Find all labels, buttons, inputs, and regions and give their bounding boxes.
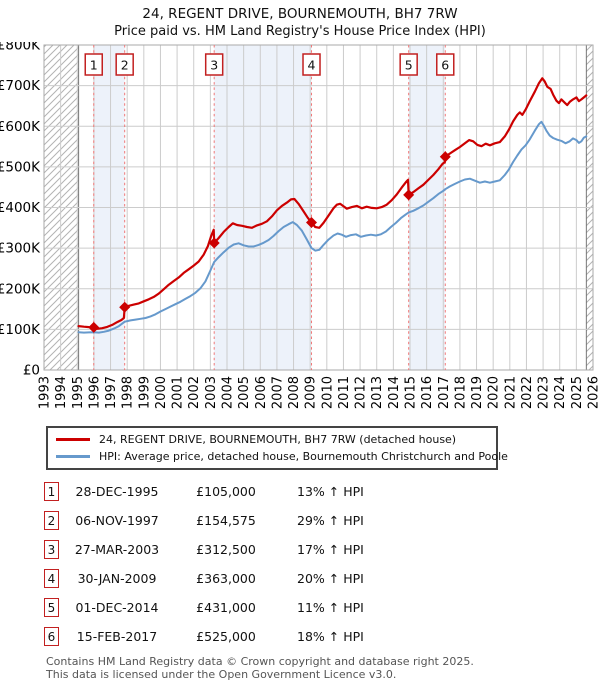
y-axis-tick-label: £600K <box>0 119 41 135</box>
sale-date: 15-FEB-2017 <box>61 629 173 644</box>
sale-hpi-comparison: 13% ↑ HPI <box>279 484 479 499</box>
y-axis-tick-label: £500K <box>0 159 41 175</box>
sale-price: £105,000 <box>173 484 279 499</box>
sale-price: £525,000 <box>173 629 279 644</box>
x-axis-tick-label: 2015 <box>404 376 419 409</box>
sale-number-badge: 3 <box>44 540 59 559</box>
x-axis-tick-label: 2010 <box>320 376 335 409</box>
sale-hpi-comparison: 20% ↑ HPI <box>279 571 479 586</box>
x-axis-tick-label: 2008 <box>287 376 302 409</box>
sale-number-badge: 5 <box>44 598 59 617</box>
x-axis-tick-label: 2022 <box>520 376 535 409</box>
chart-legend: 24, REGENT DRIVE, BOURNEMOUTH, BH7 7RW (… <box>46 426 498 470</box>
x-axis-tick-label: 2016 <box>420 376 435 409</box>
price-line-swatch <box>56 438 90 441</box>
sale-number-label: 5 <box>405 58 413 73</box>
x-axis-tick-label: 2023 <box>537 376 552 409</box>
sale-price: £154,575 <box>173 513 279 528</box>
license-footer: Contains HM Land Registry data © Crown c… <box>46 655 600 681</box>
sale-number-badge: 6 <box>44 627 59 646</box>
x-axis-tick-label: 2020 <box>487 376 502 409</box>
sale-number-label: 3 <box>210 58 218 73</box>
x-axis-tick-label: 2019 <box>470 376 485 409</box>
sale-date: 06-NOV-1997 <box>61 513 173 528</box>
x-axis-tick-label: 1993 <box>38 376 53 409</box>
sale-hpi-comparison: 29% ↑ HPI <box>279 513 479 528</box>
sales-table: 1 28-DEC-1995 £105,000 13% ↑ HPI 2 06-NO… <box>44 477 600 651</box>
x-axis-tick-label: 1997 <box>104 376 119 409</box>
sale-hpi-comparison: 11% ↑ HPI <box>279 600 479 615</box>
legend-entry-hpi: HPI: Average price, detached house, Bour… <box>56 448 488 465</box>
x-axis-tick-label: 2017 <box>437 376 452 409</box>
footer-line-1: Contains HM Land Registry data © Crown c… <box>46 655 600 668</box>
x-axis-tick-label: 2024 <box>553 376 568 409</box>
table-row: 1 28-DEC-1995 £105,000 13% ↑ HPI <box>44 477 600 506</box>
x-axis-tick-label: 2014 <box>387 376 402 409</box>
x-axis-tick-label: 2011 <box>337 376 352 409</box>
chart-titles: 24, REGENT DRIVE, BOURNEMOUTH, BH7 7RW P… <box>0 0 600 42</box>
legend-entry-price-paid: 24, REGENT DRIVE, BOURNEMOUTH, BH7 7RW (… <box>56 431 488 448</box>
footer-line-2: This data is licensed under the Open Gov… <box>46 668 600 681</box>
sale-price: £312,500 <box>173 542 279 557</box>
y-axis-tick-label: £200K <box>0 281 41 297</box>
x-axis-tick-label: 1996 <box>87 376 102 409</box>
x-axis-tick-label: 2006 <box>254 376 269 409</box>
x-axis-tick-label: 2009 <box>304 376 319 409</box>
x-axis-tick-label: 2003 <box>204 376 219 409</box>
x-axis-tick-label: 1998 <box>121 376 136 409</box>
table-row: 6 15-FEB-2017 £525,000 18% ↑ HPI <box>44 622 600 651</box>
sale-date: 28-DEC-1995 <box>61 484 173 499</box>
chart-subtitle: Price paid vs. HM Land Registry's House … <box>0 23 600 41</box>
sale-number-badge: 1 <box>44 482 59 501</box>
y-axis-tick-label: £100K <box>0 322 41 338</box>
table-row: 2 06-NOV-1997 £154,575 29% ↑ HPI <box>44 506 600 535</box>
table-row: 3 27-MAR-2003 £312,500 17% ↑ HPI <box>44 535 600 564</box>
y-axis-labels: £0£100K£200K£300K£400K£500K£600K£700K£80… <box>0 42 41 379</box>
y-axis-tick-label: £300K <box>0 241 41 257</box>
x-axis-tick-label: 1994 <box>54 376 69 409</box>
sale-price: £431,000 <box>173 600 279 615</box>
sale-price: £363,000 <box>173 571 279 586</box>
x-axis-tick-label: 2025 <box>570 376 585 409</box>
x-axis-tick-label: 1995 <box>71 376 86 409</box>
x-axis-tick-label: 2018 <box>453 376 468 409</box>
y-axis-tick-label: £400K <box>0 200 41 216</box>
legend-label: 24, REGENT DRIVE, BOURNEMOUTH, BH7 7RW (… <box>99 433 456 446</box>
x-axis-tick-label: 2021 <box>503 376 518 409</box>
x-axis-tick-label: 2005 <box>237 376 252 409</box>
sale-number-badge: 4 <box>44 569 59 588</box>
sale-number-label: 2 <box>121 58 129 73</box>
legend-label: HPI: Average price, detached house, Bour… <box>99 450 508 463</box>
y-axis-tick-label: £700K <box>0 78 41 94</box>
table-row: 5 01-DEC-2014 £431,000 11% ↑ HPI <box>44 593 600 622</box>
x-axis-tick-label: 2026 <box>587 376 600 409</box>
x-axis-tick-label: 2004 <box>221 376 236 409</box>
x-axis-tick-label: 2002 <box>187 376 202 409</box>
sale-hpi-comparison: 17% ↑ HPI <box>279 542 479 557</box>
sale-number-badge: 2 <box>44 511 59 530</box>
x-axis-tick-label: 2001 <box>171 376 186 409</box>
sale-number-label: 6 <box>441 58 449 73</box>
x-axis-tick-label: 2000 <box>154 376 169 409</box>
x-axis-tick-label: 2007 <box>270 376 285 409</box>
sale-date: 27-MAR-2003 <box>61 542 173 557</box>
x-axis-tick-label: 2012 <box>354 376 369 409</box>
sale-number-label: 1 <box>90 58 98 73</box>
sale-date: 30-JAN-2009 <box>61 571 173 586</box>
sale-hpi-comparison: 18% ↑ HPI <box>279 629 479 644</box>
hpi-line-swatch <box>56 455 90 458</box>
sale-date: 01-DEC-2014 <box>61 600 173 615</box>
chart-title: 24, REGENT DRIVE, BOURNEMOUTH, BH7 7RW <box>0 5 600 23</box>
y-axis-tick-label: £800K <box>0 42 41 54</box>
table-row: 4 30-JAN-2009 £363,000 20% ↑ HPI <box>44 564 600 593</box>
x-axis-tick-label: 2013 <box>370 376 385 409</box>
x-axis-tick-label: 1999 <box>137 376 152 409</box>
sale-number-label: 4 <box>308 58 316 73</box>
